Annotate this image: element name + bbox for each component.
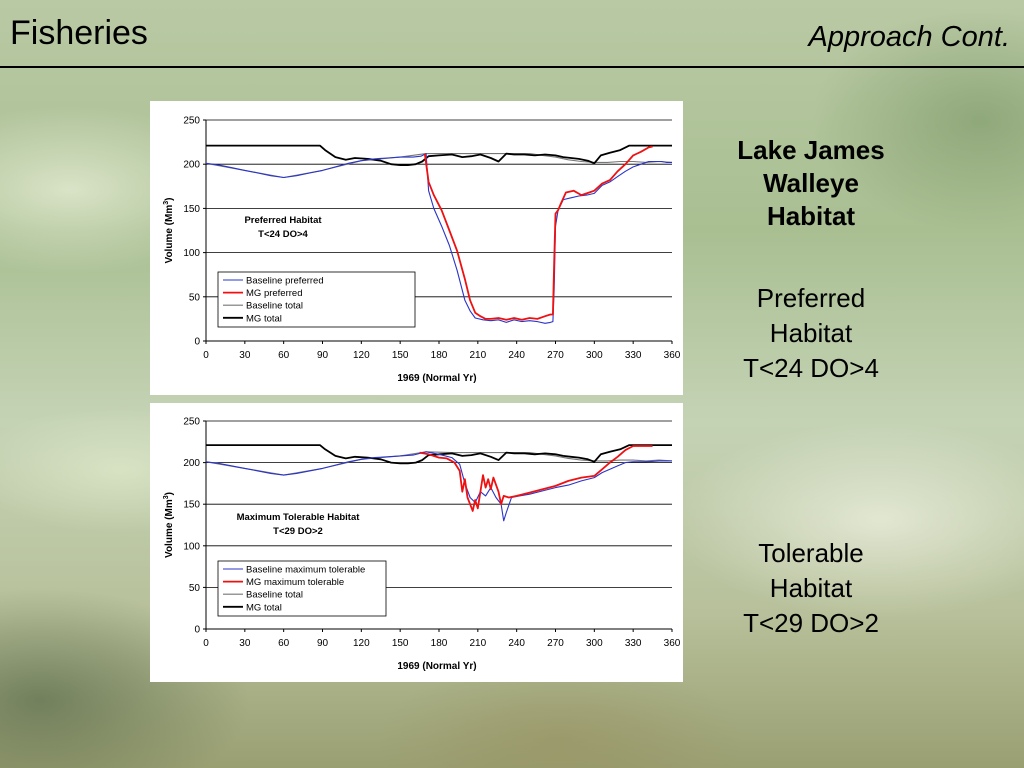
tolerable-habitat-plot: 0 50 100 150 200 250 0 30 60 90 120 150 180 210 240 270… [163,417,681,673]
x-tick-label: 60 [278,350,290,361]
y-tick-label: 200 [183,458,200,469]
chart-annotation: Maximum Tolerable Habitat [237,512,361,523]
x-tick-label: 240 [508,350,525,361]
series-line [205,153,673,179]
y-tick-label: 50 [189,583,201,594]
header-divider [0,66,1024,68]
series-line [205,451,672,522]
side-heading-line: Walleye [763,168,859,198]
x-tick-label: 360 [664,638,681,649]
series-line [205,153,672,324]
legend-label: MG total [246,313,282,324]
x-axis-title: 1969 (Normal Yr) [397,373,476,384]
legend-label: Baseline total [246,301,303,312]
x-tick-label: 300 [586,638,603,649]
slide-header: Fisheries Approach Cont. [0,0,1024,68]
y-axis-title-close: ) [164,198,175,201]
caption-line: Preferred [756,283,866,313]
legend-label: Baseline preferred [246,276,324,287]
side-panel: Lake James Walleye Habitat Preferred Hab… [700,134,922,638]
x-tick-label: 180 [431,638,448,649]
slide-subtitle: Approach Cont. [808,21,1010,53]
x-tick-label: 150 [392,638,409,649]
x-tick-label: 90 [317,350,329,361]
y-tick-label: 200 [183,160,200,171]
chart-annotation: T<29 DO>2 [273,526,323,537]
legend-label: MG preferred [246,288,303,299]
legend-label: Baseline maximum tolerable [246,565,365,576]
x-tick-label: 60 [278,638,290,649]
y-axis-title: Volume (Mm3) [163,198,175,264]
y-tick-label: 0 [194,625,200,636]
legend-label: MG total [246,602,282,613]
y-axis-title-superscript: 3 [163,495,170,499]
x-tick-label: 120 [353,350,370,361]
preferred-habitat-plot: 0 50 100 150 200 250 0 30 60 90 120 150 180 210 240 270… [163,116,681,385]
chart-annotation: T<24 DO>4 [258,229,308,240]
preferred-habitat-caption: Preferred Habitat T<24 DO>4 [700,281,922,386]
y-tick-label: 150 [183,500,200,511]
preferred-habitat-chart: 0 50 100 150 200 250 0 30 60 90 120 150 180 210 240 270… [150,101,683,395]
caption-line: Habitat [769,573,853,603]
legend-box [217,271,416,328]
y-axis-title-superscript: 3 [163,201,170,205]
x-tick-label: 30 [239,350,251,361]
caption-line: Habitat [769,318,853,348]
x-tick-label: 330 [625,350,642,361]
caption-line: T<24 DO>4 [743,353,879,383]
side-heading-line: Habitat [766,201,856,231]
y-tick-label: 150 [183,204,200,215]
x-tick-label: 330 [625,638,642,649]
side-heading-line: Lake James [737,135,885,165]
y-axis-title-text: Volume (Mm [164,499,175,558]
y-tick-label: 250 [183,116,200,127]
side-heading: Lake James Walleye Habitat [700,134,922,233]
x-tick-label: 270 [547,638,564,649]
y-tick-label: 0 [194,337,200,348]
x-axis-title: 1969 (Normal Yr) [397,661,476,672]
legend-label: MG maximum tolerable [246,577,344,588]
series-line [205,451,673,476]
x-tick-label: 210 [469,638,486,649]
x-tick-label: 90 [317,638,329,649]
x-tick-label: 180 [431,350,448,361]
caption-line: Tolerable [758,538,864,568]
y-tick-label: 250 [183,417,200,428]
caption-line: T<29 DO>2 [743,608,879,638]
slide-title: Fisheries [10,14,148,52]
x-tick-label: 360 [664,350,681,361]
y-tick-label: 100 [183,248,200,259]
x-tick-label: 30 [239,638,251,649]
tolerable-habitat-chart: 0 50 100 150 200 250 0 30 60 90 120 150 180 210 240 270… [150,403,683,682]
x-tick-label: 300 [586,350,603,361]
y-tick-label: 100 [183,541,200,552]
series-line [419,445,653,512]
chart-annotation: Preferred Habitat [244,215,322,226]
x-tick-label: 240 [508,638,525,649]
series-line [423,145,653,321]
y-axis-title-close: ) [164,492,175,495]
x-tick-label: 0 [203,638,209,649]
tolerable-habitat-caption: Tolerable Habitat T<29 DO>2 [700,536,922,641]
x-tick-label: 120 [353,638,370,649]
legend-box [217,560,387,617]
x-tick-label: 270 [547,350,564,361]
x-tick-label: 210 [469,350,486,361]
legend-label: Baseline total [246,590,303,601]
y-axis-title-text: Volume (Mm [164,205,175,264]
x-tick-label: 150 [392,350,409,361]
y-tick-label: 50 [189,292,201,303]
y-axis-title: Volume (Mm3) [163,492,175,558]
x-tick-label: 0 [203,350,209,361]
